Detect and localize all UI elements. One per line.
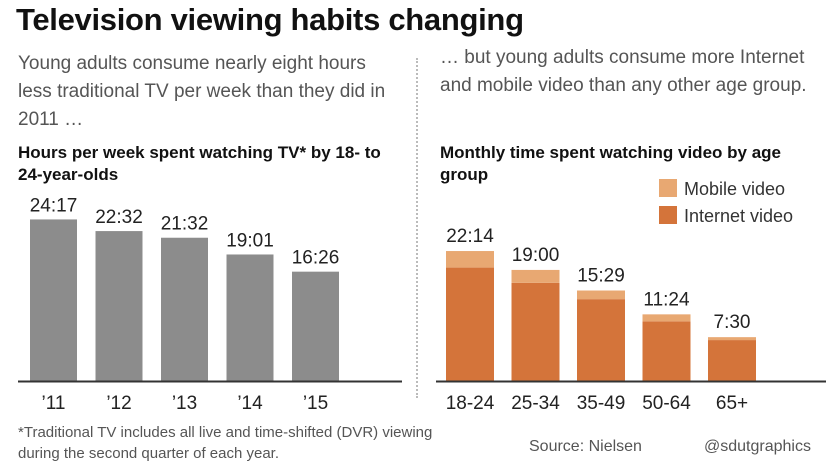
tv-x-tick-label: ’12 [106, 393, 131, 414]
legend-label-internet: Internet video [684, 206, 793, 226]
mobile-video-bar [642, 314, 691, 322]
tv-bar-value-label: 22:32 [95, 207, 143, 228]
tv-x-tick-label: ’15 [303, 393, 328, 414]
video-x-tick-label: 65+ [716, 393, 748, 414]
panel-divider [416, 58, 418, 398]
internet-video-bar [577, 299, 625, 381]
tv-bar-value-label: 16:26 [292, 248, 340, 269]
video-x-tick-label: 18-24 [446, 393, 495, 414]
video-bar-value-label: 11:24 [643, 289, 690, 310]
tv-bar-value-label: 24:17 [30, 195, 78, 216]
mobile-video-bar [708, 337, 756, 341]
video-bar-value-label: 19:00 [512, 245, 560, 266]
internet-video-bar [708, 340, 756, 381]
left-chart-heading: Hours per week spent watching TV* by 18-… [18, 143, 381, 184]
tv-x-tick-label: ’14 [237, 393, 263, 414]
internet-video-bar [446, 267, 494, 381]
tv-bar-value-label: 19:01 [226, 230, 274, 251]
right-subtitle: … but young adults consume more Internet… [440, 47, 807, 96]
mobile-video-bar [446, 251, 494, 268]
internet-video-bar [511, 282, 560, 381]
legend-swatch-internet [659, 206, 677, 224]
tv-bar [95, 231, 143, 381]
credit-label: @sdutgraphics [704, 438, 811, 455]
video-bar-value-label: 15:29 [577, 266, 625, 287]
video-x-tick-label: 25-34 [511, 393, 560, 414]
mobile-video-bar [577, 290, 625, 300]
footnote: *Traditional TV includes all live and ti… [18, 424, 433, 462]
tv-bar [161, 237, 208, 381]
right-chart-heading: Monthly time spent watching video by age… [440, 143, 781, 184]
mobile-video-bar [511, 269, 560, 283]
legend-swatch-mobile [659, 179, 677, 197]
source-label: Source: Nielsen [529, 438, 642, 455]
tv-x-tick-label: ’13 [172, 393, 197, 414]
video-bar-value-label: 7:30 [714, 312, 751, 333]
tv-x-tick-label: ’11 [42, 393, 66, 414]
video-x-tick-label: 50-64 [642, 393, 691, 414]
legend-label-mobile: Mobile video [684, 179, 785, 199]
chart-title: Television viewing habits changing [16, 2, 524, 37]
tv-bar [292, 271, 339, 381]
left-subtitle: Young adults consume nearly eight hours … [18, 53, 386, 130]
tv-bar [226, 254, 274, 381]
tv-bar-value-label: 21:32 [161, 214, 209, 235]
video-x-tick-label: 35-49 [577, 393, 626, 414]
video-bar-value-label: 22:14 [446, 226, 494, 247]
tv-bar [30, 219, 77, 381]
internet-video-bar [642, 321, 691, 381]
